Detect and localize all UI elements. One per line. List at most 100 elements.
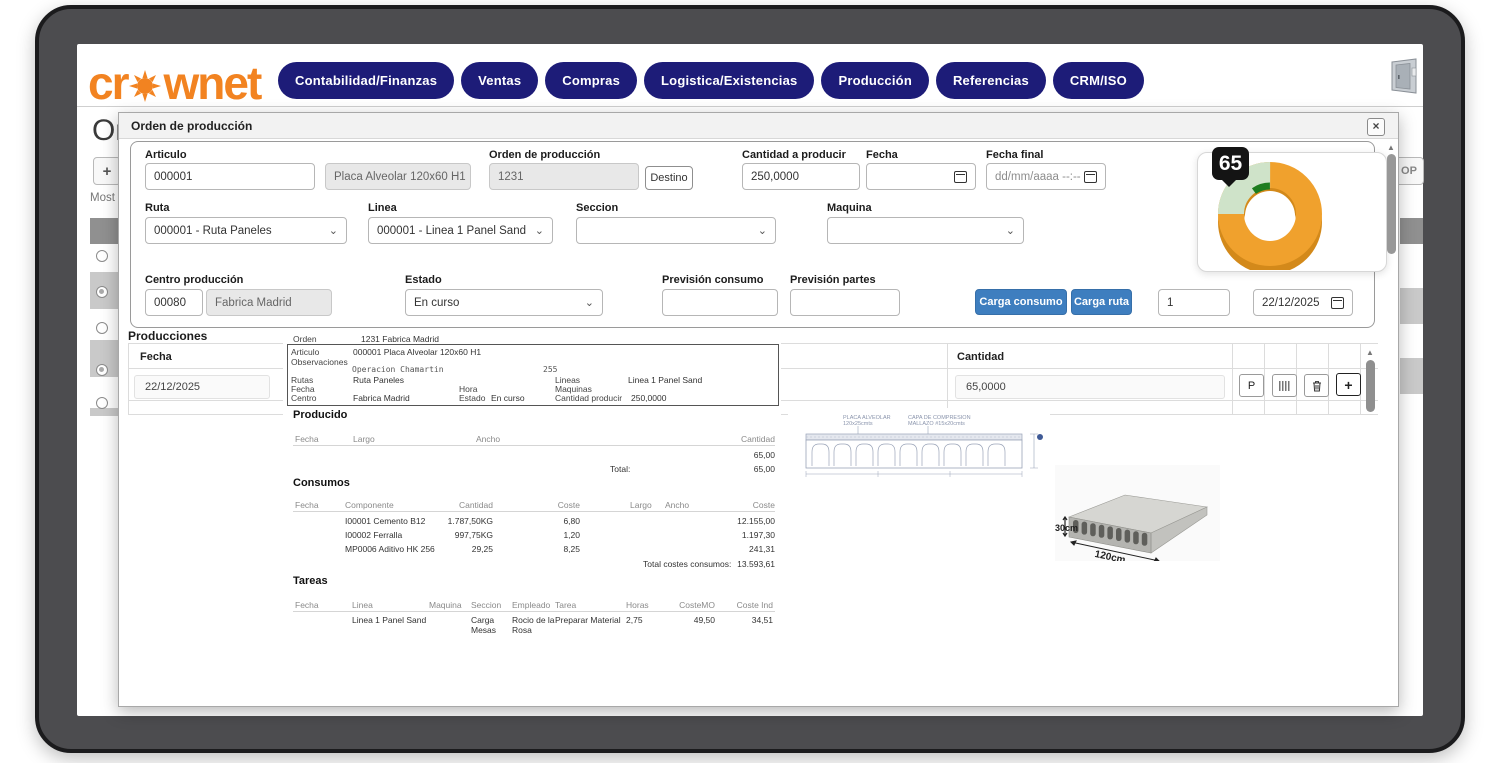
fecha-final-label: Fecha final <box>986 149 1044 161</box>
row-radio[interactable] <box>96 250 108 262</box>
ruta-select[interactable]: 000001 - Ruta Paneles ⌄ <box>145 217 347 244</box>
calendar-icon[interactable] <box>954 170 967 183</box>
mostrar-label-fragment: Most <box>90 192 115 204</box>
prevision-consumo-label: Previsión consumo <box>662 274 764 286</box>
fecha-final-placeholder: dd/mm/aaaa --:-- <box>995 170 1081 183</box>
barcode-icon <box>1279 380 1290 391</box>
slab-height-label: 30cm <box>1055 523 1078 533</box>
row-radio-selected[interactable] <box>96 364 108 376</box>
report-operacion-value: Operacion Chamartin <box>352 365 444 374</box>
consumos-total-label: Total costes consumos: <box>643 559 732 569</box>
nav-tab-ventas[interactable]: Ventas <box>461 62 539 99</box>
estado-select[interactable]: En curso ⌄ <box>405 289 603 316</box>
numero-input[interactable]: 1 <box>1158 289 1230 316</box>
prevision-consumo-input[interactable] <box>662 289 778 316</box>
production-donut-chart[interactable] <box>1204 158 1340 270</box>
nav-tab-contabilidad[interactable]: Contabilidad/Finanzas <box>278 62 455 99</box>
nav-tab-referencias[interactable]: Referencias <box>935 62 1046 99</box>
nav-tab-produccion[interactable]: Producción <box>821 62 929 99</box>
centro-name-value: Fabrica Madrid <box>215 296 292 309</box>
report-articulo-value: 000001 Placa Alveolar 120x60 H1 <box>353 347 482 357</box>
calendar-icon[interactable] <box>1084 170 1097 183</box>
modal-scrollbar-thumb[interactable] <box>1387 154 1396 254</box>
row-radio[interactable] <box>96 322 108 334</box>
tarea-seccion2: Mesas <box>471 625 497 635</box>
row-radio[interactable] <box>96 397 108 409</box>
linea-select[interactable]: 000001 - Linea 1 Panel Sand ⌄ <box>368 217 553 244</box>
op-button-fragment[interactable]: OP <box>1394 157 1424 185</box>
report-orden-label: Orden <box>293 334 317 344</box>
tareas-h-fecha: Fecha <box>295 600 319 610</box>
add-production-button[interactable]: + <box>1336 373 1361 396</box>
seccion-select[interactable]: ⌄ <box>576 217 776 244</box>
add-record-button[interactable]: + <box>93 157 121 185</box>
row-cantidad-value: 65,0000 <box>966 381 1006 393</box>
articulo-code-input[interactable]: 000001 <box>145 163 315 190</box>
barcode-button[interactable] <box>1272 374 1297 397</box>
chevron-down-icon: ⌄ <box>1005 225 1015 237</box>
bg-table-row-cell <box>90 408 118 416</box>
slab-product-photo: 30cm 120cm <box>1055 465 1220 566</box>
tareas-h-horas: Horas <box>626 600 649 610</box>
table-scrollbar-thumb[interactable] <box>1366 360 1375 412</box>
tareas-h-seccion: Seccion <box>471 600 502 610</box>
report-observaciones-label: Observaciones <box>291 357 348 367</box>
report-rutas-value: Ruta Paneles <box>353 375 405 385</box>
fecha2-date-input[interactable]: 22/12/2025 <box>1253 289 1353 316</box>
estado-label: Estado <box>405 274 442 286</box>
report-estado-value: En curso <box>491 393 525 403</box>
print-button[interactable]: P <box>1239 374 1264 397</box>
tarea-linea: Linea 1 Panel Sand <box>352 615 427 625</box>
consumos-h-cantidad: Cantidad <box>458 500 493 510</box>
report-rule <box>293 511 775 512</box>
consumo-coste: 8,25 <box>563 544 580 554</box>
sun-icon <box>129 70 162 102</box>
report-lineas-label: Lineas <box>555 375 581 385</box>
articulo-name-field: Placa Alveolar 120x60 H1 <box>325 163 471 190</box>
producido-h-ancho: Ancho <box>476 434 501 444</box>
prevision-partes-input[interactable] <box>790 289 900 316</box>
table-scroll-up-icon[interactable]: ▲ <box>1366 348 1374 357</box>
row-cantidad-cell[interactable]: 65,0000 <box>955 375 1225 399</box>
exit-door-icon[interactable] <box>1386 56 1422 98</box>
seccion-label: Seccion <box>576 202 619 214</box>
fecha-final-date-input[interactable]: dd/mm/aaaa --:-- <box>986 163 1106 190</box>
maquina-select[interactable]: ⌄ <box>827 217 1024 244</box>
carga-ruta-button[interactable]: Carga ruta <box>1071 289 1132 315</box>
row-radio-selected[interactable] <box>96 286 108 298</box>
consumos-total-value: 13.593,61 <box>737 559 775 569</box>
producido-h-largo: Largo <box>353 434 375 444</box>
tarea-horas: 2,75 <box>626 615 643 625</box>
consumo-coste: 1,20 <box>563 530 580 540</box>
drawing-label-mallazo: MALLAZO #15x20cmts <box>908 421 965 427</box>
destino-button[interactable]: Destino <box>645 166 693 190</box>
fecha-date-input[interactable] <box>866 163 976 190</box>
centro-name-field: Fabrica Madrid <box>206 289 332 316</box>
row-fecha-cell[interactable]: 22/12/2025 <box>134 375 270 399</box>
tareas-h-tarea: Tarea <box>555 600 577 610</box>
nav-tab-logistica[interactable]: Logistica/Existencias <box>644 62 815 99</box>
delete-button[interactable] <box>1304 374 1329 397</box>
table-border <box>128 343 129 414</box>
modal-scroll-up-icon[interactable]: ▲ <box>1387 143 1395 152</box>
tarea-costemo: 49,50 <box>693 615 715 625</box>
report-orden-value: 1231 Fabrica Madrid <box>361 334 439 344</box>
plus-icon: + <box>102 162 112 180</box>
calendar-icon[interactable] <box>1331 296 1344 309</box>
close-icon[interactable]: × <box>1367 118 1385 136</box>
consumos-h-largo: Largo <box>630 500 652 510</box>
cantidad-input[interactable]: 250,0000 <box>742 163 860 190</box>
consumo-coste-total: 241,31 <box>749 544 775 554</box>
nav-tab-crm-iso[interactable]: CRM/ISO <box>1052 62 1144 99</box>
carga-consumo-button[interactable]: Carga consumo <box>975 289 1067 315</box>
centro-code-input[interactable]: 00080 <box>145 289 203 316</box>
nav-tab-compras[interactable]: Compras <box>545 62 638 99</box>
table-border <box>1264 343 1265 414</box>
consumo-cantidad: 997,75KG <box>454 530 493 540</box>
numero-value: 1 <box>1167 296 1174 309</box>
consumo-cantidad: 29,25 <box>471 544 493 554</box>
orden-value: 1231 <box>498 170 524 183</box>
drawing-label-placa-dim: 120x25cmts <box>843 421 873 427</box>
orden-label: Orden de producción <box>489 149 601 161</box>
